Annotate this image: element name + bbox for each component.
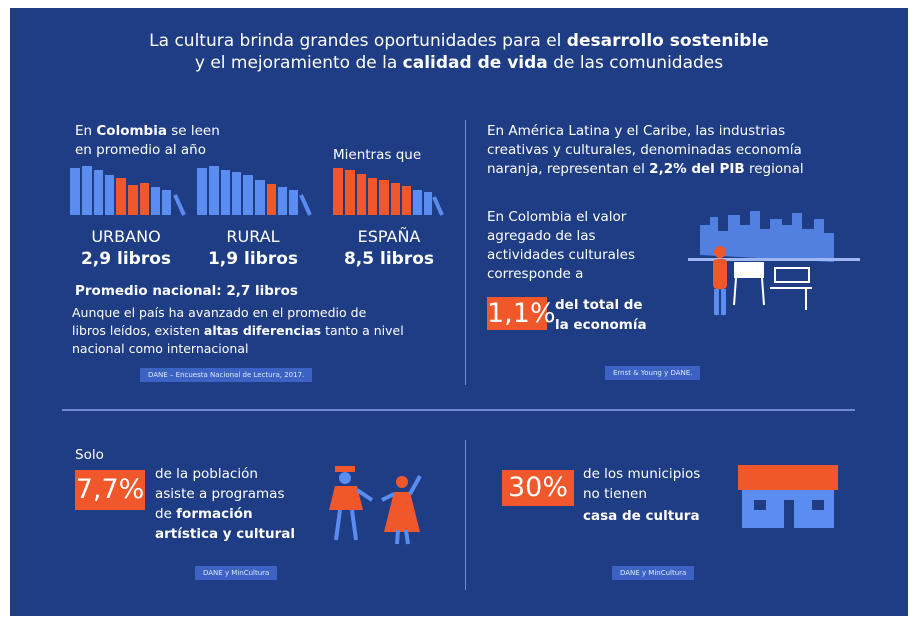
economy-figure-text: del total de <box>555 296 643 314</box>
group-value: 2,9 libros <box>56 250 196 268</box>
text-span: y el mejoramiento de la <box>195 53 403 73</box>
house-icon <box>738 465 838 528</box>
text-span: nacional como internacional <box>72 341 248 356</box>
text-span: creativas y culturales, denominadas econ… <box>487 142 802 158</box>
group-label: ESPAÑA <box>319 228 459 246</box>
economy-illustration <box>688 211 860 315</box>
text-span: se leen <box>167 123 220 139</box>
group-value: 1,9 libros <box>183 250 323 268</box>
economy-figure: 1,1% <box>487 297 547 330</box>
economy-intro: En América Latina y el Caribe, las indus… <box>487 122 785 140</box>
text-span: regional <box>745 161 804 177</box>
group-value: 8,5 libros <box>319 250 459 268</box>
text-span: libros leídos, existen <box>72 323 204 338</box>
source: DANE y MinCultura <box>195 566 277 580</box>
text-span: artística y cultural <box>155 526 295 542</box>
text-span: de <box>155 506 176 522</box>
houses-text: de los municipios <box>583 465 700 483</box>
training-text: de formación <box>155 505 253 523</box>
source: Ernst & Young y DANE. <box>605 366 700 380</box>
houses-text: casa de cultura <box>583 507 700 525</box>
source: DANE y MinCultura <box>612 566 694 580</box>
text-span: altas diferencias <box>204 323 321 338</box>
reading-contrast: Mientras que <box>333 146 421 164</box>
books-espana <box>333 168 442 215</box>
text-span: Aunque el país ha avanzado en el promedi… <box>72 305 366 320</box>
reading-intro: en promedio al año <box>75 141 206 159</box>
group-label: URBANO <box>56 228 196 246</box>
text-span: calidad de vida <box>403 53 548 73</box>
houses-figure: 30% <box>502 470 574 506</box>
economy-text: corresponde a <box>487 265 583 283</box>
training-text: asiste a programas <box>155 485 284 503</box>
economy-intro: naranja, representan el 2,2% del PIB reg… <box>487 160 804 178</box>
title-line: La cultura brinda grandes oportunidades … <box>0 32 918 50</box>
text-span: naranja, representan el <box>487 161 649 177</box>
text-span: En <box>75 123 96 139</box>
text-span: desarrollo sostenible <box>567 31 769 51</box>
reading-text: libros leídos, existen altas diferencias… <box>72 322 404 340</box>
text-span: En América Latina y el Caribe, las indus… <box>487 123 785 139</box>
text-span: tanto a nivel <box>321 323 404 338</box>
training-text: artística y cultural <box>155 525 295 543</box>
economy-text: agregado de las <box>487 227 596 245</box>
text-span: Colombia <box>96 123 167 139</box>
text-span: formación <box>176 506 253 522</box>
books-rural <box>197 166 310 215</box>
national-average: Promedio nacional: 2,7 libros <box>75 282 298 300</box>
economy-text: actividades culturales <box>487 246 635 264</box>
reading-text: nacional como internacional <box>72 340 248 358</box>
text-span: asiste a programas <box>155 486 284 502</box>
training-text: de la población <box>155 465 258 483</box>
economy-text: En Colombia el valor <box>487 208 626 226</box>
economy-figure-text: la economía <box>555 316 647 334</box>
economy-intro: creativas y culturales, denominadas econ… <box>487 141 802 159</box>
training-lead: Solo <box>75 446 104 464</box>
text-span: 2,2% del PIB <box>649 161 745 177</box>
group-label: RURAL <box>183 228 323 246</box>
reading-intro: En Colombia se leen <box>75 122 220 140</box>
divider <box>465 440 466 590</box>
books-urbano <box>70 166 184 215</box>
text-span: de las comunidades <box>548 53 723 73</box>
divider <box>62 409 855 411</box>
source: DANE – Encuesta Nacional de Lectura, 201… <box>140 368 312 382</box>
houses-text: no tienen <box>583 485 647 503</box>
reading-text: Aunque el país ha avanzado en el promedi… <box>72 304 366 322</box>
dancers <box>329 466 420 544</box>
divider <box>465 120 466 385</box>
page: La cultura brinda grandes oportunidades … <box>0 0 918 625</box>
training-figure: 7,7% <box>75 470 145 510</box>
text-span: de la población <box>155 466 258 482</box>
title-line: y el mejoramiento de la calidad de vida … <box>0 54 918 72</box>
text-span: La cultura brinda grandes oportunidades … <box>149 31 567 51</box>
